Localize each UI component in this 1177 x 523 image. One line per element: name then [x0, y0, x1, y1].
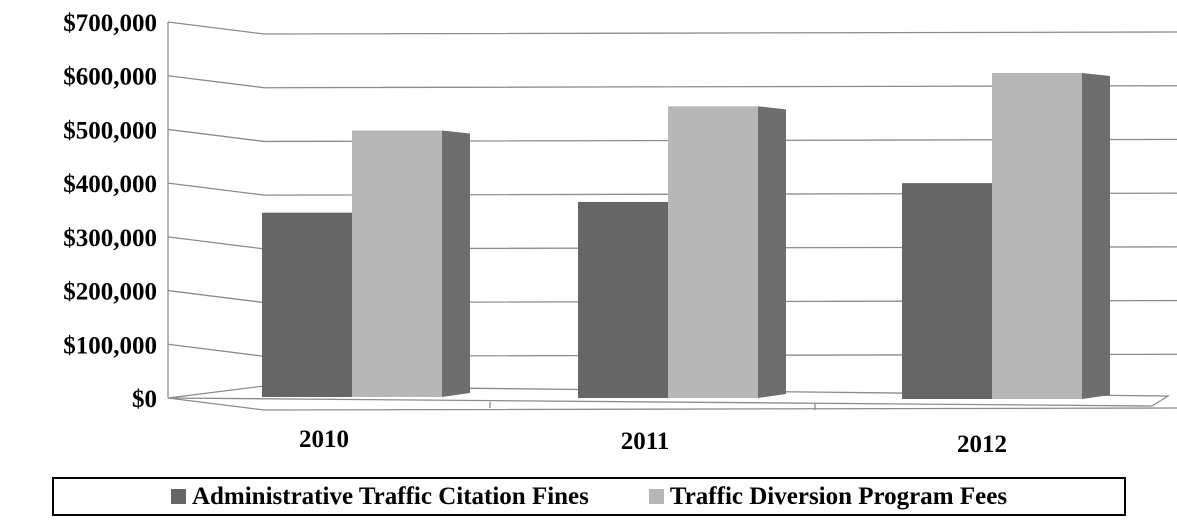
legend-label-series-1: Administrative Traffic Citation Fines [191, 482, 589, 510]
gridline [167, 75, 1177, 89]
chart: $0 $100,000 $200,000 $300,000 $400,000 $500,0… [63, 10, 1177, 458]
bar-side-face [758, 106, 786, 399]
x-tick-label: 2012 [957, 431, 1007, 458]
chart-legend: Administrative Traffic Citation Fines Tr… [52, 477, 1126, 516]
legend-swatch-series-1 [170, 489, 186, 504]
x-tick-label: 2010 [299, 426, 349, 453]
bar [992, 73, 1082, 400]
bar [352, 130, 442, 397]
gridline [167, 397, 1177, 411]
legend-swatch-series-2 [648, 489, 664, 504]
y-tick-label: $200,000 [63, 279, 157, 306]
y-tick-label: $300,000 [63, 225, 157, 252]
bar [262, 212, 352, 397]
y-tick-label: $100,000 [63, 332, 157, 359]
bar [902, 183, 992, 399]
legend-label-series-2: Traffic Diversion Program Fees [669, 482, 1008, 510]
gridline [167, 21, 1177, 35]
y-tick-label: $700,000 [63, 10, 157, 37]
gridline [167, 128, 1177, 143]
y-tick-label: $500,000 [63, 117, 157, 144]
gridline [167, 182, 1177, 196]
bar [578, 201, 668, 398]
bar [668, 106, 758, 399]
legend-item-series-1: Administrative Traffic Citation Fines [170, 482, 589, 511]
bar-side-face [442, 130, 470, 397]
y-tick-label: $0 [132, 386, 157, 413]
x-tick-label: 2011 [621, 428, 670, 455]
y-tick-label: $400,000 [63, 171, 157, 198]
floor [167, 385, 1171, 407]
y-tick-label: $600,000 [63, 64, 157, 91]
legend-item-series-2: Traffic Diversion Program Fees [648, 482, 1008, 511]
bar-side-face [1082, 73, 1110, 400]
